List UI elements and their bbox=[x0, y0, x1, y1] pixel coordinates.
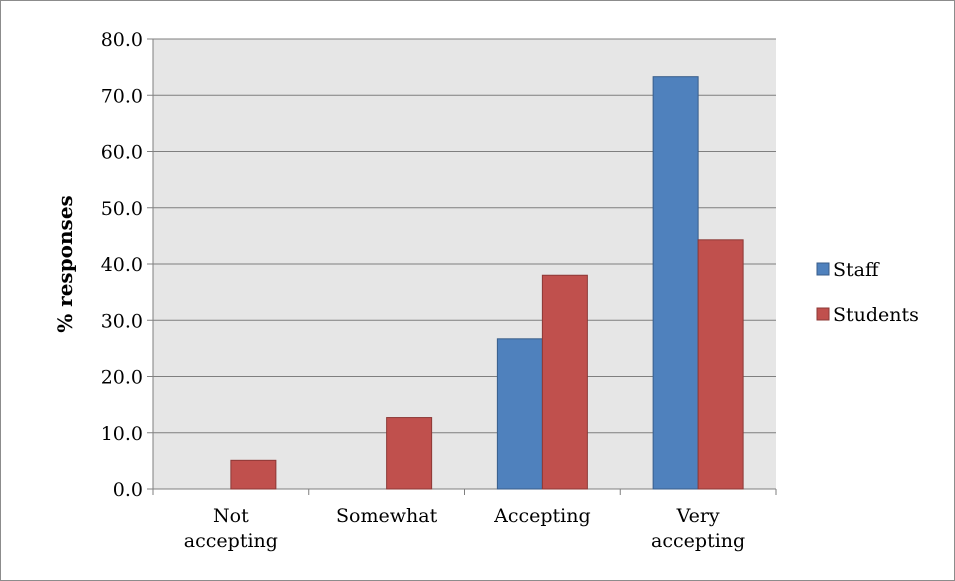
y-tick-label: 70.0 bbox=[101, 85, 143, 107]
y-tick-label: 0.0 bbox=[113, 479, 143, 501]
y-tick-label: 80.0 bbox=[101, 29, 143, 51]
x-tick-label: Very accepting bbox=[651, 505, 745, 552]
legend-swatch-staff bbox=[816, 262, 830, 276]
legend-label-students: Students bbox=[833, 304, 919, 326]
y-tick-label: 30.0 bbox=[101, 310, 143, 332]
y-axis-title: % responses bbox=[53, 195, 77, 333]
bar-staff bbox=[496, 338, 543, 490]
y-tick-label: 60.0 bbox=[101, 142, 143, 164]
y-tick-label: 20.0 bbox=[101, 367, 143, 389]
bar-students bbox=[697, 239, 744, 490]
y-tick-label: 10.0 bbox=[101, 423, 143, 445]
x-tick-label-line: Not bbox=[213, 505, 249, 527]
x-tick-label-line: Very bbox=[676, 505, 720, 527]
x-tick-label: Somewhat bbox=[336, 505, 438, 527]
bar-students bbox=[386, 417, 433, 490]
x-tick-label: Accepting bbox=[493, 505, 591, 527]
y-tick-label: 40.0 bbox=[101, 254, 143, 276]
x-tick-label-line: Somewhat bbox=[336, 505, 438, 527]
legend-label-staff: Staff bbox=[833, 259, 880, 281]
bar-staff bbox=[652, 76, 699, 490]
x-tick-label-line: accepting bbox=[651, 530, 745, 552]
y-tick-label: 50.0 bbox=[101, 198, 143, 220]
bar-students bbox=[541, 274, 588, 490]
x-tick-label-line: accepting bbox=[184, 530, 278, 552]
legend-swatch-students bbox=[816, 307, 830, 321]
x-tick-label: Not accepting bbox=[184, 505, 278, 552]
x-tick-label-line: Accepting bbox=[493, 505, 591, 527]
bar-students bbox=[230, 459, 277, 490]
